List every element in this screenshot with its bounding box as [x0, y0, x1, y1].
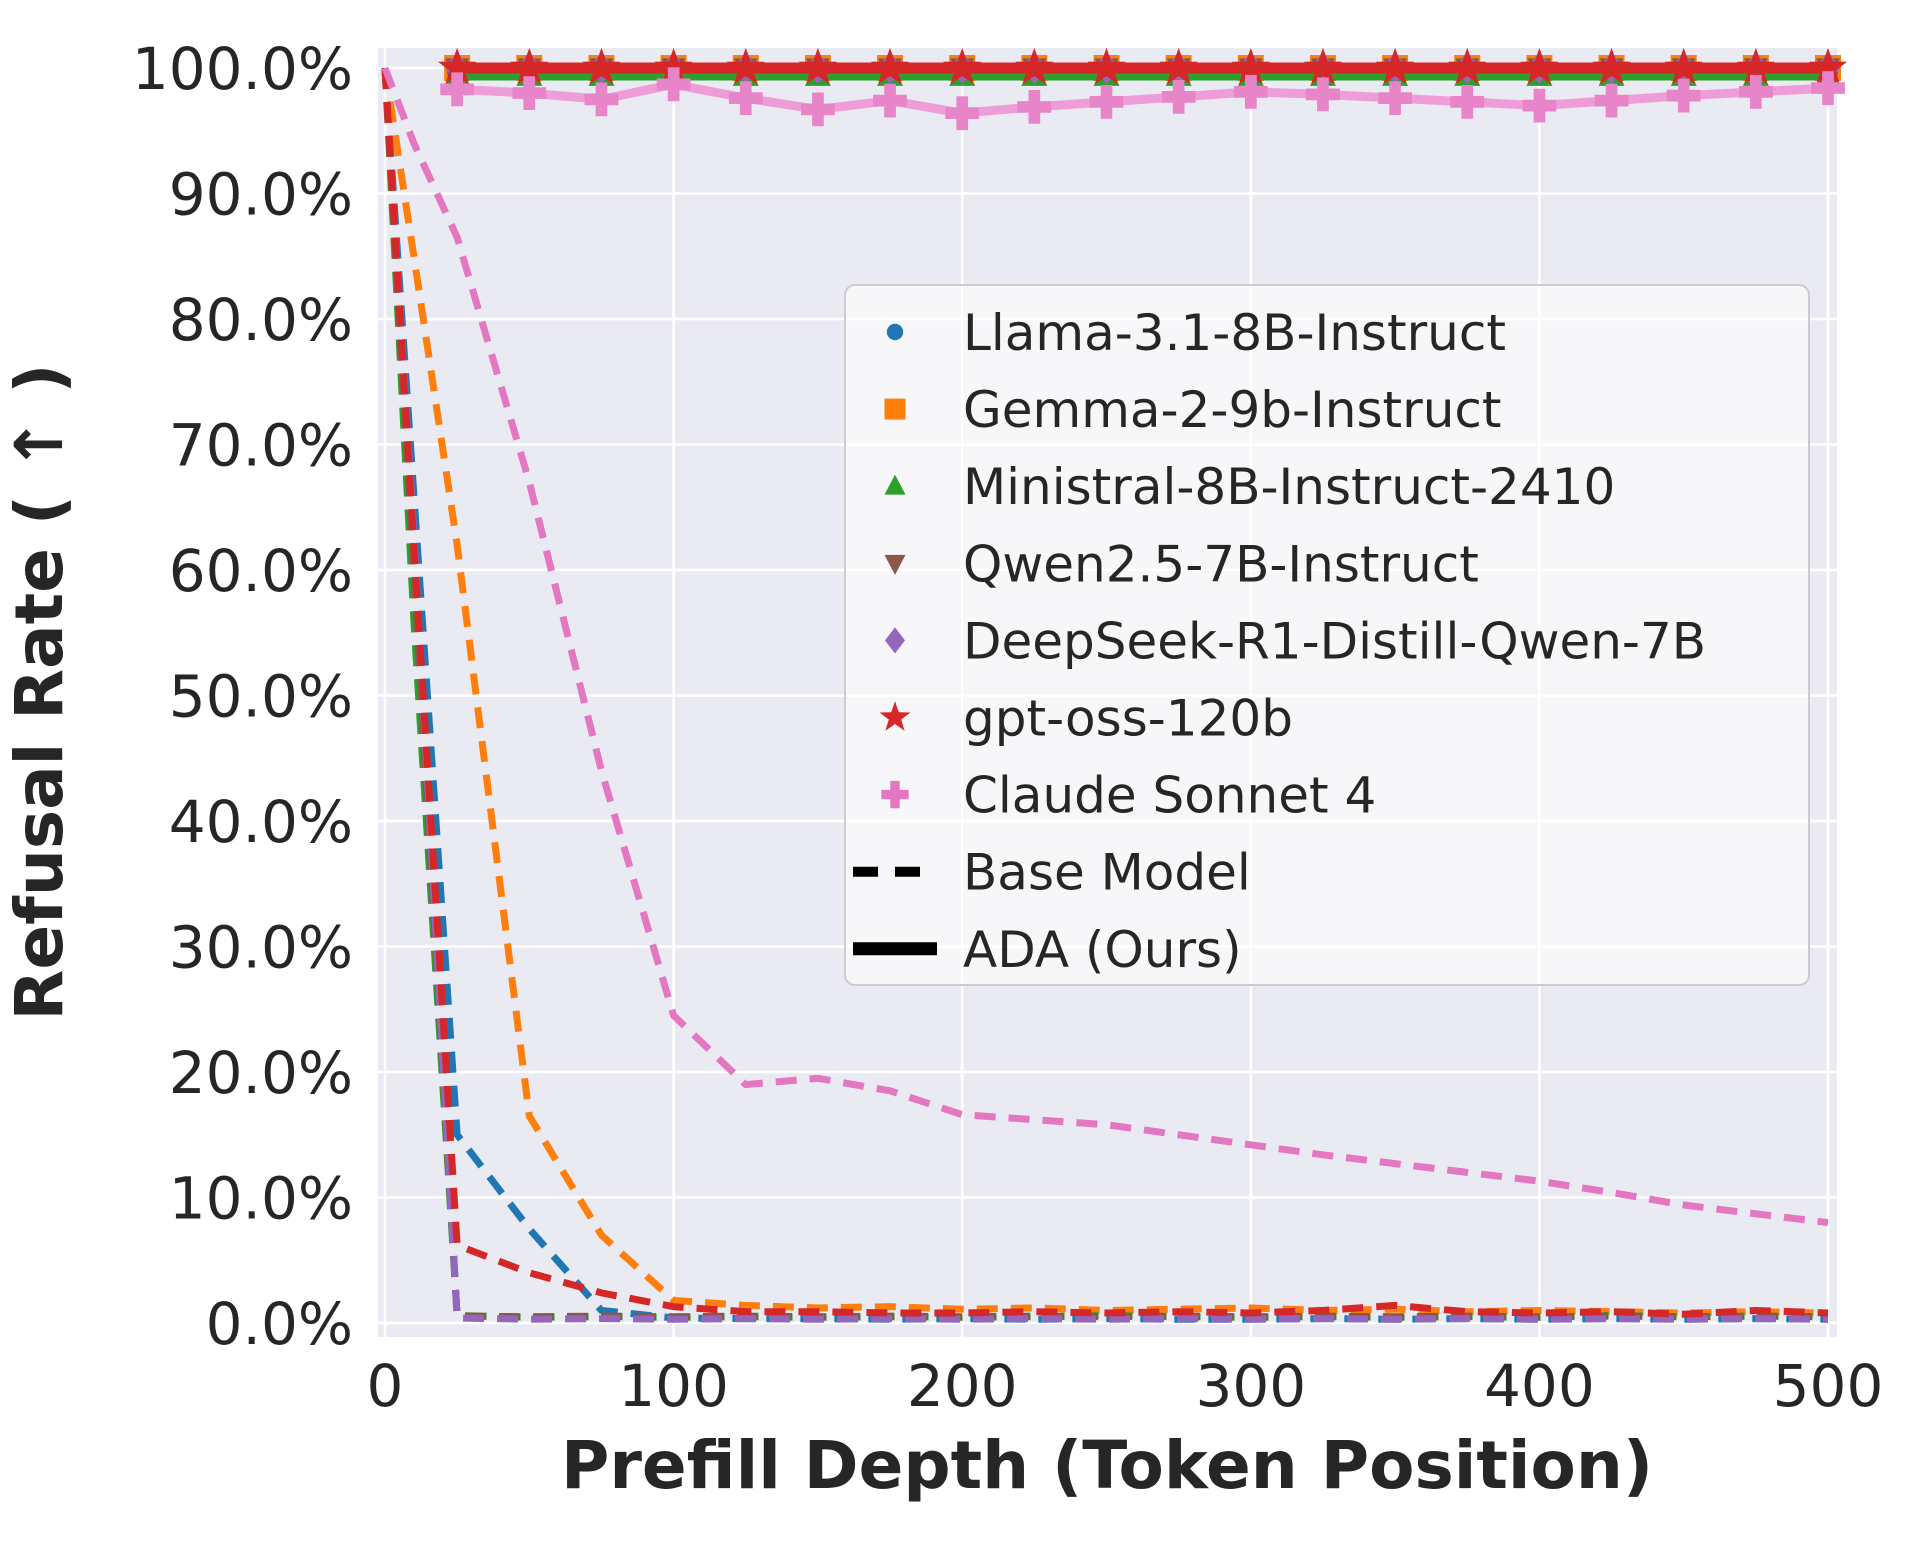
data-point-marker: [1159, 47, 1198, 85]
y-tick-label: 60.0%: [169, 537, 353, 605]
legend-entry: Base Model: [853, 844, 1251, 902]
data-point-marker: [870, 47, 910, 85]
x-tick-label: 300: [1195, 1352, 1306, 1420]
series-base-line: [381, 67, 1829, 1323]
legend-entry: DeepSeek-R1-Distill-Qwen-7B: [885, 612, 1706, 670]
legend-entry: Llama-3.1-8B-Instruct: [886, 304, 1506, 362]
data-point-marker: [873, 83, 907, 118]
y-tick-label: 10.0%: [169, 1165, 353, 1233]
legend-entry-label: Gemma-2-9b-Instruct: [963, 381, 1501, 439]
legend-marker-square: [884, 398, 906, 420]
legend-marker-circle: [886, 323, 904, 341]
legend-entry: Gemma-2-9b-Instruct: [884, 381, 1501, 439]
legend-marker-diamond: [885, 627, 905, 654]
data-point-marker: [1664, 47, 1703, 85]
legend-entry-label: Qwen2.5-7B-Instruct: [963, 535, 1479, 593]
data-point-marker: [801, 92, 835, 127]
y-tick-label: 0.0%: [206, 1290, 353, 1358]
data-point-marker: [1736, 47, 1775, 85]
series-layer: [381, 47, 1848, 1323]
y-tick-label: 30.0%: [169, 914, 353, 982]
data-point-marker: [1739, 74, 1773, 109]
data-point-marker: [1017, 90, 1052, 124]
data-point-marker: [1087, 47, 1126, 85]
legend-entry: Qwen2.5-7B-Instruct: [884, 535, 1479, 593]
y-tick-label: 50.0%: [169, 663, 353, 731]
data-point-marker: [1594, 83, 1629, 118]
data-point-marker: [512, 76, 547, 110]
x-axis-label: Prefill Depth (Token Position): [561, 1427, 1653, 1504]
data-point-marker: [798, 47, 838, 85]
data-point-marker: [1448, 47, 1487, 85]
series-base-line: [381, 66, 1829, 1227]
legend-entry: gpt-oss-120b: [879, 690, 1293, 748]
data-point-marker: [1303, 47, 1343, 85]
data-point-marker: [656, 67, 691, 102]
series-base-line: [381, 67, 1829, 1317]
y-tick-label: 80.0%: [169, 286, 353, 354]
data-point-marker: [1522, 88, 1557, 123]
y-tick-label: 20.0%: [169, 1039, 353, 1107]
legend-entry-label: Llama-3.1-8B-Instruct: [963, 304, 1506, 362]
legend-marker-triangle-up: [884, 474, 906, 495]
legend: Llama-3.1-8B-Instruct Gemma-2-9b-Instruct…: [844, 284, 1810, 986]
tick-layer: 0.0% 10.0% 20.0% 30.0% 40.0% 50.0% 60.0% 70.0% 8…: [132, 35, 1884, 1420]
data-point-marker: [1450, 85, 1485, 119]
data-point-marker: [1161, 80, 1196, 114]
y-tick-label: 90.0%: [169, 161, 353, 229]
data-point-marker: [584, 82, 619, 117]
x-tick-label: 500: [1773, 1352, 1884, 1420]
data-point-marker: [726, 47, 765, 85]
data-point-marker: [1233, 74, 1268, 109]
x-tick-label: 0: [367, 1352, 404, 1420]
x-tick-label: 200: [907, 1352, 1018, 1420]
series-base-line: [381, 67, 1829, 1323]
data-point-marker: [1592, 47, 1631, 85]
data-point-marker: [1378, 81, 1412, 115]
y-tick-label: 100.0%: [132, 35, 353, 103]
data-point-marker: [943, 47, 982, 85]
x-tick-label: 100: [618, 1352, 729, 1420]
y-axis-label: Refusal Rate ( ↑ ): [1, 364, 78, 1021]
y-tick-label: 40.0%: [169, 788, 353, 856]
data-point-marker: [1666, 78, 1701, 113]
data-point-marker: [945, 96, 980, 131]
x-tick-label: 400: [1484, 1352, 1595, 1420]
data-point-marker: [510, 47, 549, 85]
series-base-line: [381, 67, 1829, 1318]
data-point-marker: [1089, 85, 1124, 119]
data-point-marker: [1015, 47, 1054, 85]
data-point-marker: [1375, 47, 1415, 85]
legend-entry: Ministral-8B-Instruct-2410: [884, 458, 1615, 516]
legend-entry: Claude Sonnet 4: [881, 767, 1376, 825]
data-point-marker: [1808, 47, 1848, 85]
data-point-marker: [654, 47, 693, 85]
legend-entry-label: Base Model: [963, 844, 1251, 902]
data-point-marker: [728, 81, 763, 115]
legend-box: [844, 284, 1810, 986]
legend-entry-label: ADA (Ours): [963, 921, 1242, 979]
data-point-marker: [582, 47, 621, 85]
legend-entry-label: Claude Sonnet 4: [963, 767, 1376, 825]
legend-marker-star: [879, 701, 911, 731]
legend-entry-label: gpt-oss-120b: [963, 690, 1293, 748]
legend-marker-triangle-down: [884, 554, 906, 575]
legend-entry: ADA (Ours): [853, 921, 1242, 979]
legend-marker-plus: [881, 780, 909, 809]
data-point-marker: [1811, 71, 1845, 105]
y-tick-label: 70.0%: [169, 412, 353, 480]
legend-entry-label: Ministral-8B-Instruct-2410: [963, 458, 1615, 516]
data-point-marker: [440, 72, 474, 107]
data-point-marker: [1520, 47, 1559, 85]
data-point-marker: [438, 47, 477, 85]
legend-entry-label: DeepSeek-R1-Distill-Qwen-7B: [963, 612, 1706, 670]
data-point-marker: [1231, 47, 1270, 85]
data-point-marker: [1306, 77, 1340, 112]
